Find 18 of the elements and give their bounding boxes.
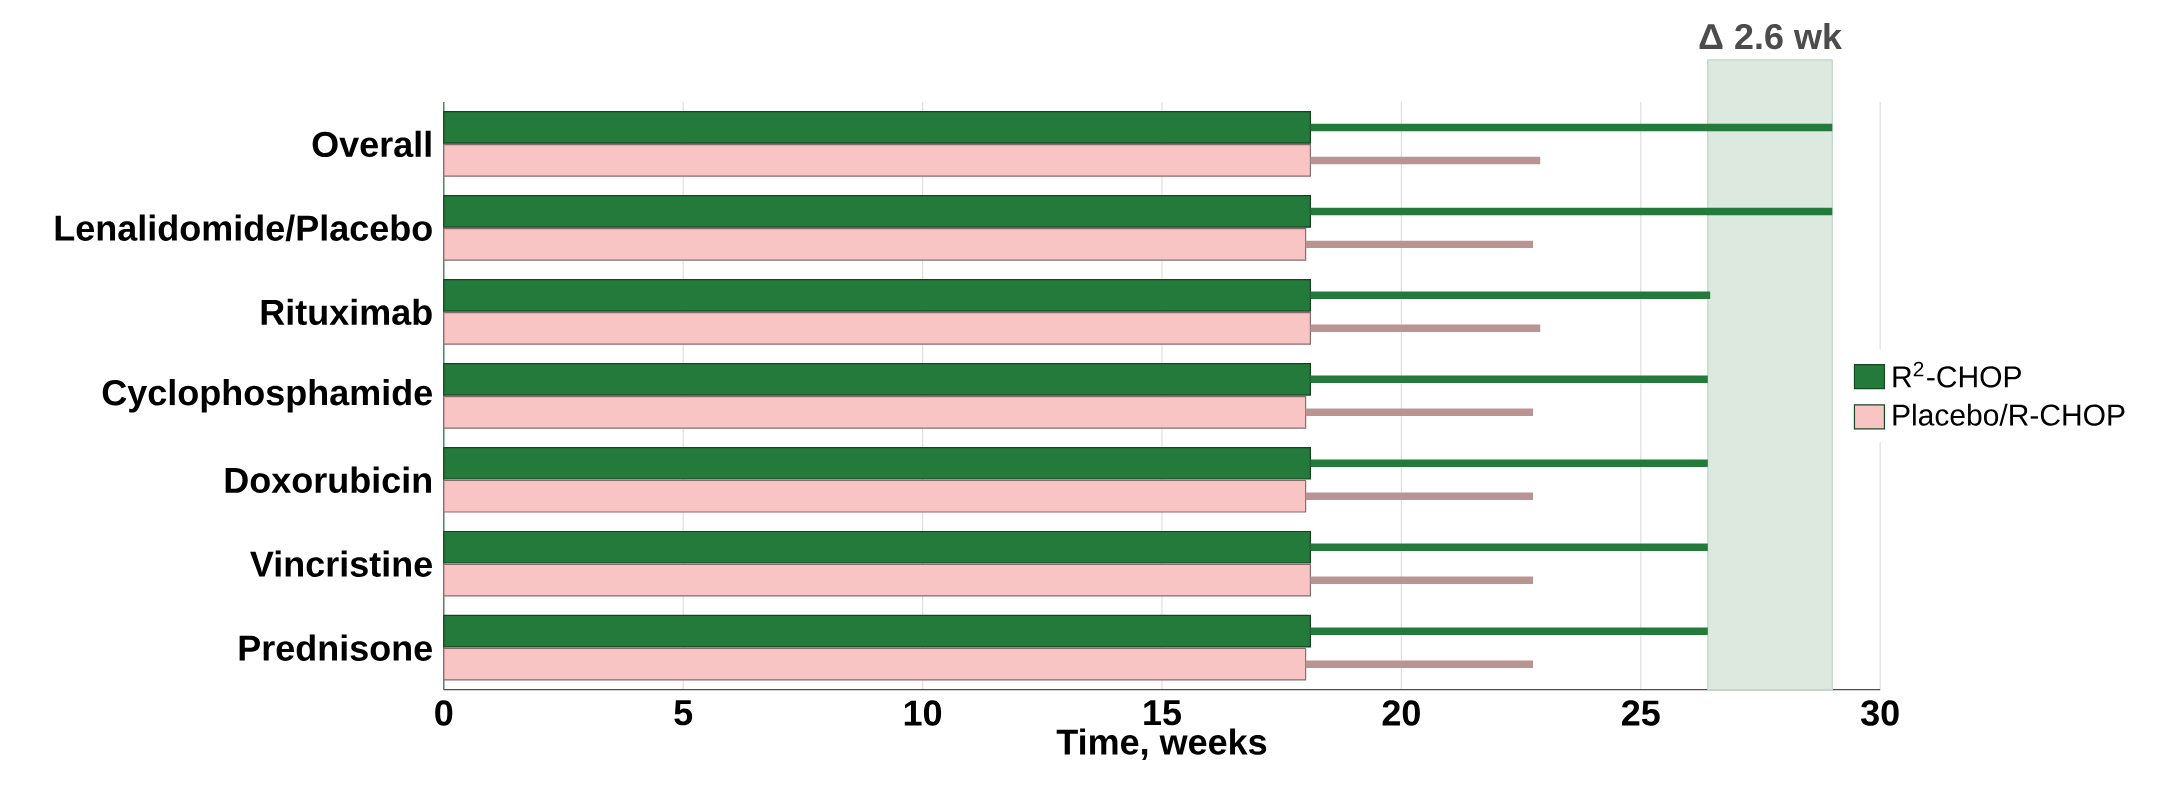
y-tick-label: Vincristine — [250, 550, 432, 578]
x-tick-label: 5 — [674, 700, 693, 726]
y-tick-label: Prednisone — [239, 634, 432, 662]
y-tick-label: Rituximab — [261, 298, 432, 326]
x-tick-label: 10 — [904, 700, 942, 726]
x-tick-label: 20 — [1382, 700, 1420, 726]
y-tick-label: Doxorubicin — [225, 466, 431, 494]
band-label: Δ 2.6 wk — [1699, 23, 1842, 50]
x-tick-label: 30 — [1860, 700, 1899, 727]
y-tick-label: Overall — [312, 130, 431, 158]
y-tick-label: Cyclophosphamide — [102, 379, 432, 413]
x-axis-title: Time, weeks — [1056, 728, 1267, 761]
x-tick-label: 15 — [1144, 700, 1181, 726]
x-tick-label: 25 — [1622, 700, 1660, 726]
y-tick-label: Lenalidomide/Placebo — [55, 214, 432, 242]
x-tick-label: 0 — [435, 700, 453, 726]
legend-label: Placebo/R-CHOP — [1893, 403, 2125, 426]
legend-label: R$^{2}$-CHOP — [1893, 361, 2021, 388]
